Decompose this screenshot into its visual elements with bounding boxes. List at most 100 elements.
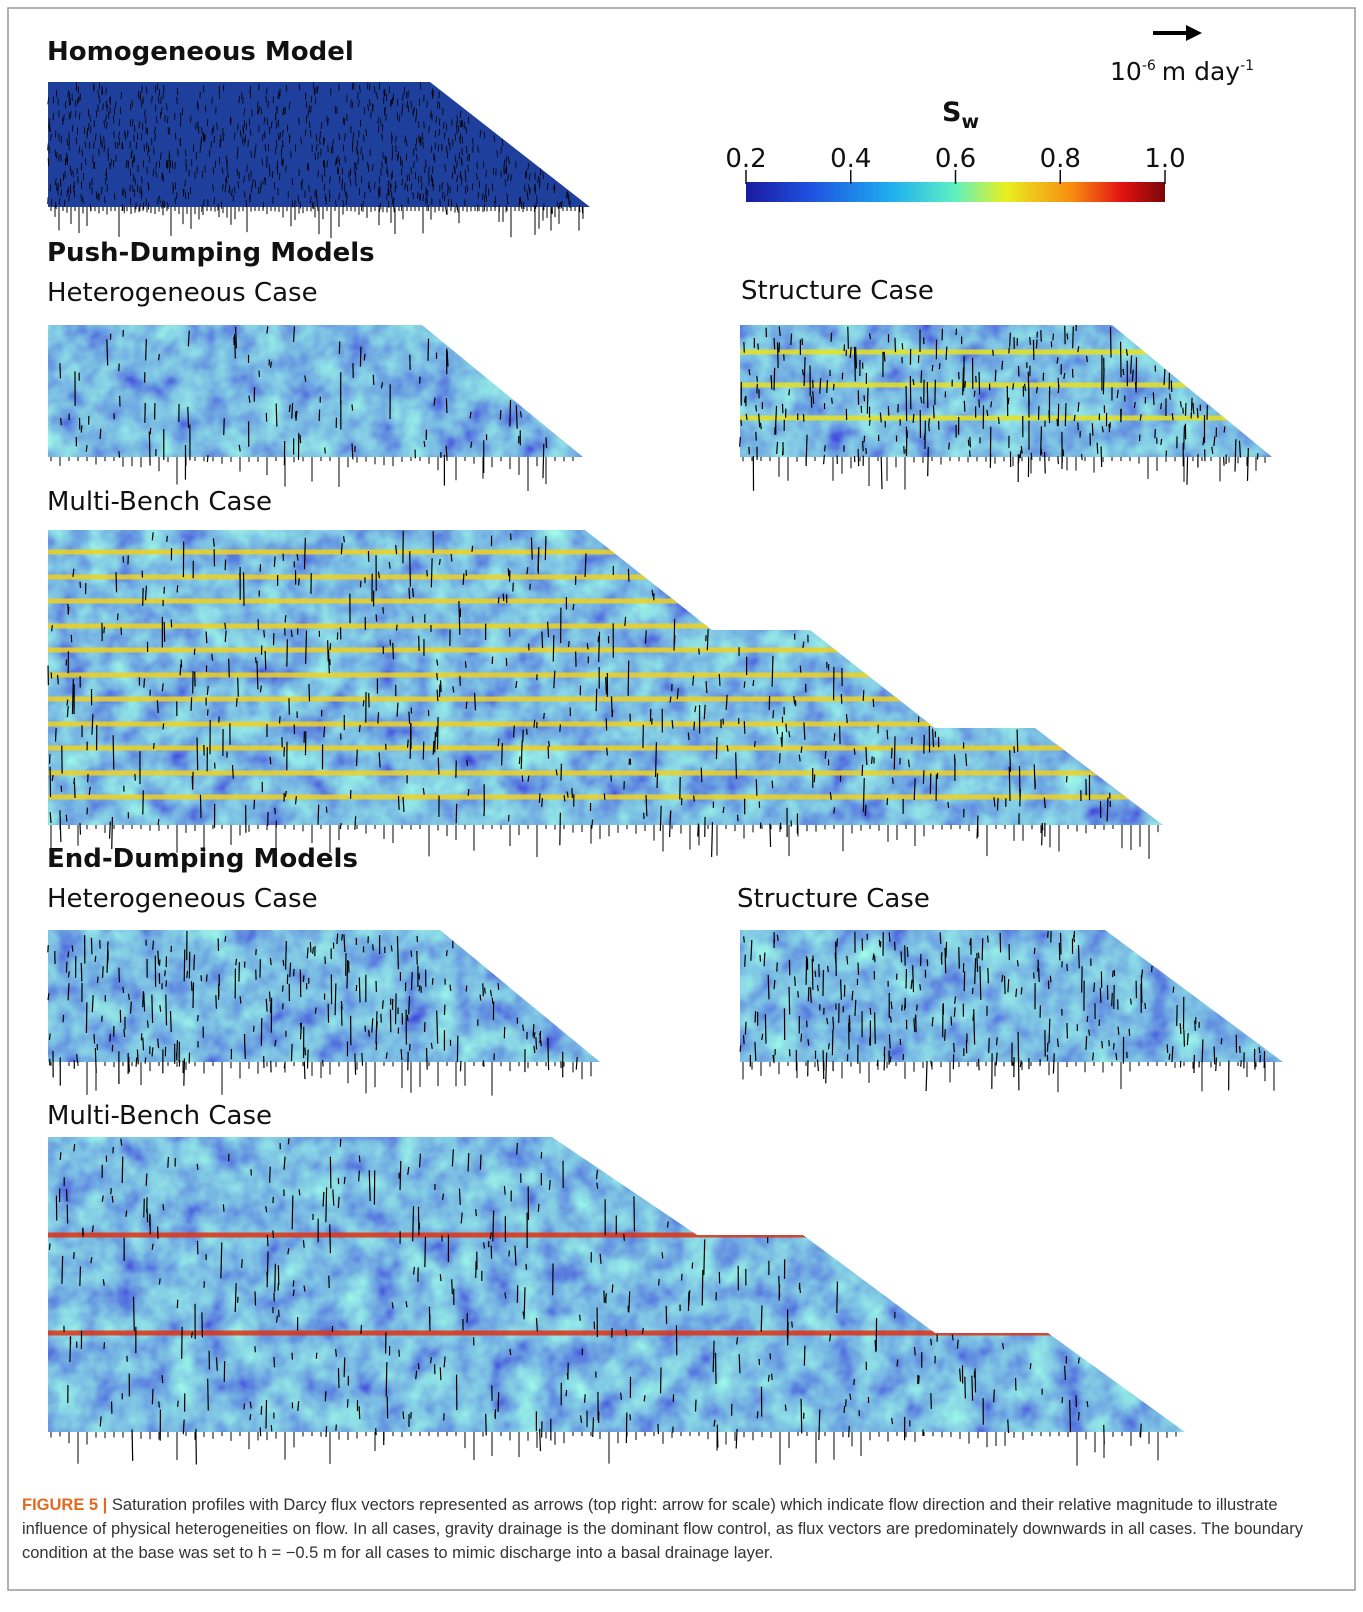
flux-arrow <box>624 1234 625 1241</box>
flux-arrow <box>789 987 790 1015</box>
flux-arrow <box>308 1049 309 1068</box>
flux-arrow <box>279 716 280 723</box>
flux-arrow <box>274 1357 275 1367</box>
flux-arrow <box>304 1062 305 1079</box>
flux-arrow <box>107 339 108 365</box>
flux-arrow <box>407 1015 408 1021</box>
flux-arrow <box>67 700 68 706</box>
flux-arrow <box>1078 422 1079 430</box>
flux-arrow <box>765 1014 766 1043</box>
flux-arrow <box>369 1030 370 1037</box>
flux-arrow <box>238 1297 239 1303</box>
flux-arrow <box>932 365 933 371</box>
flux-arrow <box>420 1154 421 1168</box>
flux-arrow <box>1141 1424 1142 1438</box>
flux-arrow <box>393 643 394 659</box>
flux-arrow <box>293 1280 294 1286</box>
flux-arrow <box>273 1230 274 1238</box>
flux-arrow <box>770 824 771 847</box>
flux-arrow <box>941 952 942 960</box>
flux-arrow <box>1248 448 1249 481</box>
model-panel <box>48 82 590 207</box>
flux-arrow <box>410 551 411 586</box>
flux-arrow <box>510 400 511 426</box>
flux-arrow <box>849 1426 850 1437</box>
flux-arrow <box>144 679 145 688</box>
flux-arrow <box>1078 945 1079 968</box>
flux-arrow <box>564 795 565 801</box>
flux-arrow <box>698 824 699 837</box>
flux-arrow <box>143 1038 144 1051</box>
flux-arrow <box>104 627 105 633</box>
flux-arrow <box>536 1037 537 1049</box>
layer-stripe <box>740 350 1272 355</box>
flux-arrow <box>391 945 392 951</box>
flux-arrow <box>326 1426 327 1437</box>
flux-arrow <box>288 1138 289 1144</box>
flux-arrow <box>358 92 359 99</box>
flux-arrow <box>1020 789 1021 806</box>
case-title: Multi-Bench Case <box>47 487 272 517</box>
flux-arrow <box>573 604 574 610</box>
flux-arrow <box>701 767 702 782</box>
flux-arrow <box>1214 1046 1215 1064</box>
flux-arrow <box>142 176 143 183</box>
flux-arrow <box>225 936 226 942</box>
flux-arrow <box>400 1161 401 1190</box>
flux-arrow <box>913 965 914 992</box>
flux-arrow <box>145 1058 146 1064</box>
flux-arrow <box>755 1011 756 1023</box>
flux-arrow <box>1102 1041 1103 1049</box>
flux-arrow <box>1008 979 1009 992</box>
flux-arrow <box>1172 413 1173 420</box>
flux-arrow <box>160 1005 161 1011</box>
flux-arrow <box>60 1152 61 1160</box>
flux-arrow <box>757 376 758 382</box>
flux-arrow <box>368 162 369 169</box>
flux-arrow <box>300 435 301 443</box>
flux-arrow <box>409 996 410 1014</box>
flux-arrow <box>706 681 707 693</box>
layer-stripe <box>48 648 1163 653</box>
flux-arrow <box>973 1014 974 1021</box>
flux-arrow <box>480 1155 481 1170</box>
flux-arrow <box>523 1025 524 1031</box>
layer-stripe <box>48 746 1163 751</box>
flux-arrow <box>833 384 834 390</box>
flux-arrow <box>208 1379 209 1411</box>
flux-arrow <box>1112 993 1113 1006</box>
flux-arrow <box>398 796 399 810</box>
flux-arrow <box>1078 1412 1079 1420</box>
flux-arrow <box>356 750 357 767</box>
flux-arrow <box>780 823 781 829</box>
flux-arrow <box>553 635 554 662</box>
flux-arrow <box>646 795 647 816</box>
flux-arrow <box>245 1040 246 1059</box>
flux-arrow <box>403 1411 404 1419</box>
flux-arrow <box>498 983 499 990</box>
flux-arrow <box>264 630 265 637</box>
flux-arrow <box>92 995 93 1012</box>
flux-arrow <box>884 1054 885 1070</box>
flux-arrow <box>873 699 874 707</box>
flux-arrow <box>74 778 75 784</box>
flux-arrow <box>294 969 295 976</box>
flux-arrow <box>739 1354 740 1373</box>
flux-arrow <box>226 176 227 183</box>
flux-arrow <box>887 730 888 739</box>
flux-arrow <box>764 952 765 966</box>
flux-arrow <box>1065 1366 1066 1380</box>
flux-arrow <box>774 368 775 391</box>
flux-arrow <box>926 1061 927 1091</box>
flux-arrow <box>813 955 814 961</box>
flux-arrow <box>178 149 179 156</box>
flux-arrow <box>849 1015 850 1024</box>
flux-arrow <box>828 1043 829 1049</box>
flux-arrow <box>112 1196 113 1203</box>
flux-arrow <box>891 1002 892 1009</box>
flux-arrow <box>276 404 277 427</box>
flux-arrow <box>1087 1401 1088 1407</box>
flux-arrow <box>889 933 890 942</box>
flux-arrow <box>424 441 425 447</box>
flux-arrow <box>74 782 75 798</box>
